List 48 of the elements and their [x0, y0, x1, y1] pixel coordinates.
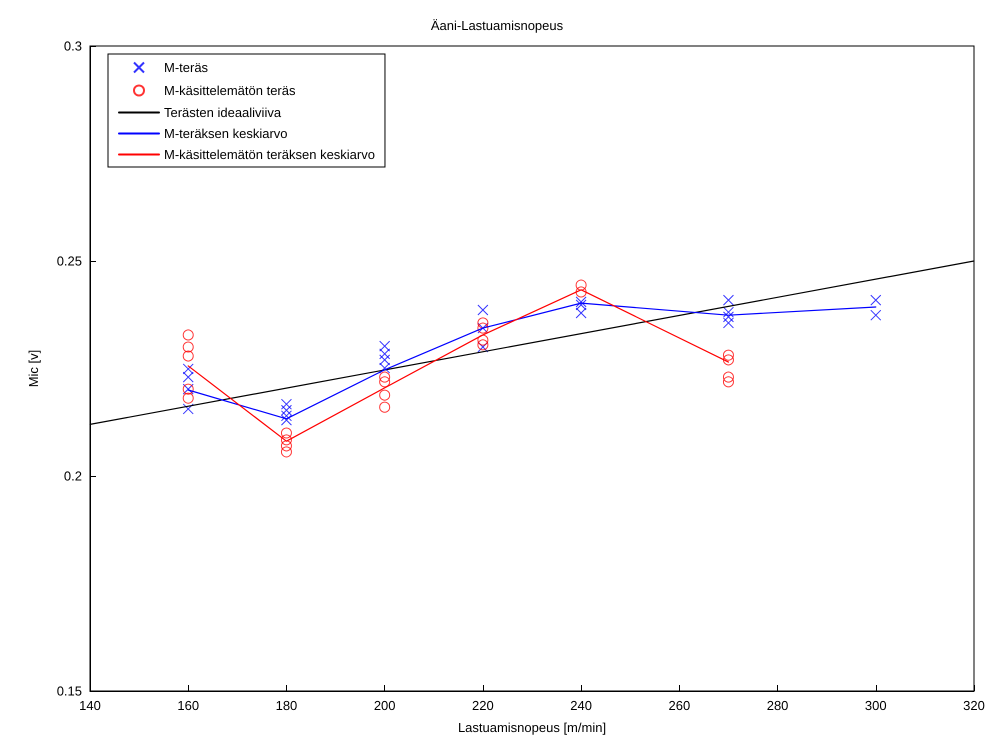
x-tick-label: 220: [472, 698, 494, 713]
point: [379, 376, 390, 388]
point: [477, 339, 488, 350]
x-tick-label: 180: [276, 698, 298, 713]
point: [722, 354, 734, 366]
legend-label: M-teräksen keskiarvo: [164, 126, 288, 141]
point: [379, 372, 390, 383]
point: [379, 390, 390, 401]
x-tick-label: 260: [668, 698, 690, 713]
point: [182, 342, 194, 352]
point: [280, 434, 292, 446]
point: [722, 372, 734, 383]
point: [182, 392, 194, 404]
point: [182, 329, 194, 340]
y-tick-label: 0.2: [64, 468, 82, 484]
point: [576, 286, 587, 298]
x-tick-label: 140: [79, 698, 101, 713]
point: [182, 403, 194, 414]
legend-label: Terästen ideaaliviiva: [164, 105, 282, 120]
point: [722, 350, 734, 361]
x-tick-label: 240: [570, 698, 592, 713]
point: [477, 334, 488, 346]
legend-label: M-teräs: [164, 60, 209, 75]
x-tick-label: 300: [864, 698, 887, 713]
x-axis-title: Lastuamisnopeus [m/min]: [458, 720, 606, 735]
legend-label: M-käsittelemätön teräs: [164, 83, 296, 98]
point: [379, 402, 390, 413]
y-axis-title: Mic [v]: [26, 350, 41, 388]
point: [280, 428, 292, 438]
point: [280, 446, 292, 458]
point: [870, 310, 882, 321]
y-tick-label: 0.3: [64, 38, 82, 54]
point: [280, 440, 292, 452]
point: [722, 376, 734, 388]
point: [477, 304, 488, 316]
x-tick-label: 280: [766, 698, 788, 713]
point: [870, 294, 882, 306]
chart-title: Äani-Lastuamisnopeus: [430, 18, 564, 33]
point: [722, 311, 734, 322]
x-tick-label: 160: [177, 698, 200, 713]
x-tick-label: 320: [963, 698, 985, 713]
legend-label: M-käsittelemätön teräksen keskiarvo: [164, 147, 375, 162]
x-tick-label: 200: [374, 698, 396, 713]
point: [182, 350, 194, 362]
point: [576, 280, 587, 291]
y-tick-label: 0.25: [56, 254, 82, 268]
point: [477, 317, 488, 328]
y-tick-label: 0.15: [56, 684, 82, 698]
